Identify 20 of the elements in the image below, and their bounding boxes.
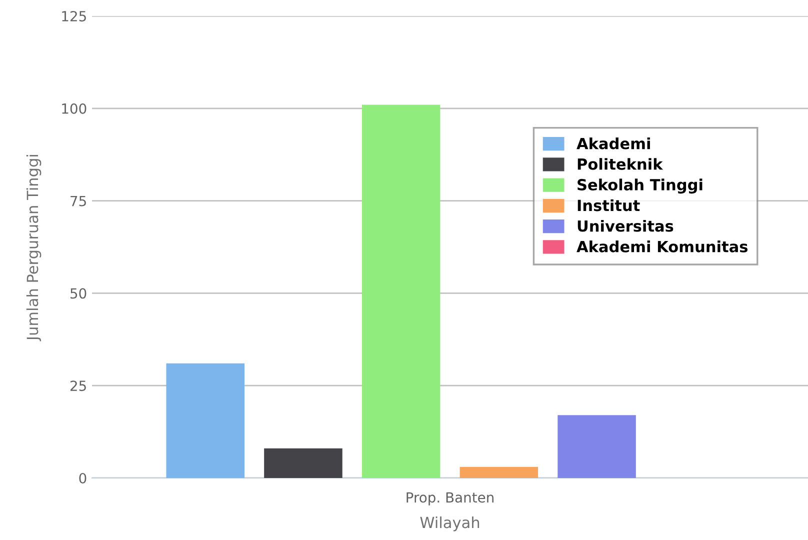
legend-label: Akademi Komunitas bbox=[576, 240, 748, 252]
y-tick-label: 100 bbox=[62, 103, 86, 114]
x-axis-title: Wilayah bbox=[420, 516, 480, 532]
y-tick-label: 25 bbox=[70, 380, 86, 392]
x-tick-label: Prop. Banten bbox=[406, 492, 494, 506]
legend-label: Politeknik bbox=[578, 158, 664, 170]
legend-label: Sekolah Tinggi bbox=[578, 178, 702, 194]
y-tick-label: 50 bbox=[70, 288, 86, 299]
bar bbox=[460, 466, 538, 478]
y-tick-label: 0 bbox=[79, 472, 86, 484]
y-tick-label: 125 bbox=[62, 10, 86, 22]
bar bbox=[362, 104, 440, 478]
legend-label: Institut bbox=[578, 199, 640, 212]
bar bbox=[264, 448, 342, 478]
y-axis-title: Jumlah Perguruan Tinggi bbox=[26, 154, 42, 342]
y-tick-label: 75 bbox=[70, 196, 86, 206]
legend-label: Universitas bbox=[578, 220, 674, 232]
bar bbox=[558, 415, 636, 478]
bar bbox=[166, 363, 245, 478]
legend-label: Akademi bbox=[576, 137, 650, 150]
